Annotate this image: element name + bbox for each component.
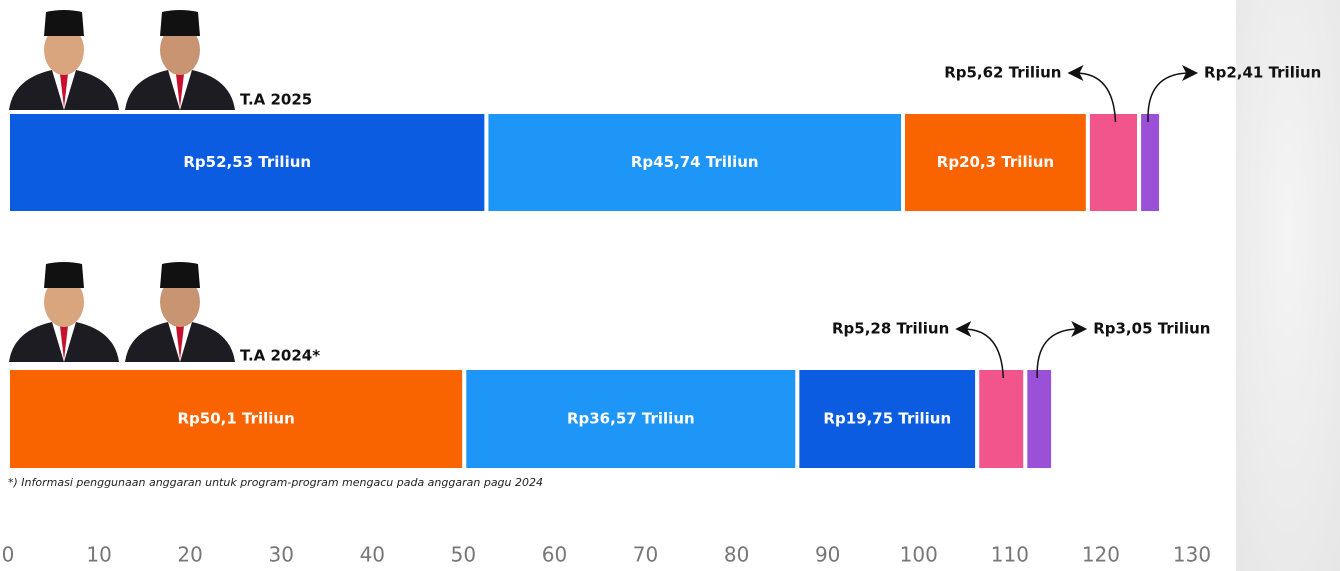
background-texture — [1236, 0, 1340, 571]
arrow-head — [955, 321, 972, 337]
tie — [176, 74, 184, 108]
peci — [44, 262, 84, 288]
tie — [60, 326, 68, 360]
face — [160, 277, 200, 327]
face — [44, 277, 84, 327]
value-label: Rp19,75 Triliun — [823, 410, 951, 428]
portraits — [9, 262, 235, 362]
bar-segment — [1085, 110, 1142, 215]
value-label: Rp5,28 Triliun — [832, 320, 949, 338]
face — [44, 25, 84, 75]
arrow — [1036, 328, 1080, 379]
bar-segment — [1023, 366, 1056, 472]
arrow — [1075, 72, 1117, 123]
arrow-head — [1071, 321, 1088, 337]
tie — [176, 326, 184, 360]
face — [160, 25, 200, 75]
arrow-head — [1182, 65, 1199, 81]
x-tick-label: 130 — [1173, 543, 1211, 567]
x-tick-label: 50 — [451, 543, 476, 567]
peci — [160, 10, 200, 36]
value-label: Rp5,62 Triliun — [944, 64, 1061, 82]
x-tick-label: 70 — [633, 543, 658, 567]
peci — [44, 10, 84, 36]
bar-segment — [462, 366, 800, 472]
value-label: Rp36,57 Triliun — [567, 410, 695, 428]
value-label: Rp45,74 Triliun — [631, 153, 759, 171]
bar-segment — [484, 110, 906, 215]
x-tick-label: 100 — [900, 543, 938, 567]
value-label: Rp3,05 Triliun — [1093, 320, 1210, 338]
value-label: Rp20,3 Triliun — [937, 153, 1054, 171]
x-tick-label: 10 — [86, 543, 111, 567]
arrow — [1147, 72, 1191, 123]
arrow-head — [1067, 65, 1084, 81]
category-label: T.A 2024* — [240, 347, 320, 365]
x-tick-label: 30 — [269, 543, 294, 567]
bar-segment — [1137, 110, 1164, 215]
x-tick-label: 20 — [177, 543, 202, 567]
value-label: Rp2,41 Triliun — [1204, 64, 1321, 82]
x-tick-label: 40 — [360, 543, 385, 567]
arrow — [963, 328, 1005, 379]
x-tick-label: 110 — [991, 543, 1029, 567]
x-tick-label: 60 — [542, 543, 567, 567]
bar-segment — [6, 366, 467, 472]
x-tick-label: 80 — [724, 543, 749, 567]
bar-segment — [975, 366, 1028, 472]
tie — [60, 74, 68, 108]
value-label: Rp52,53 Triliun — [183, 153, 311, 171]
value-label: Rp50,1 Triliun — [177, 410, 294, 428]
x-tick-label: 120 — [1082, 543, 1120, 567]
portraits — [9, 10, 235, 110]
footnote: *) Informasi penggunaan anggaran untuk p… — [8, 476, 543, 489]
bar-segment — [6, 110, 489, 215]
x-tick-label: 0 — [2, 543, 15, 567]
peci — [160, 262, 200, 288]
x-tick-label: 90 — [815, 543, 840, 567]
category-label: T.A 2025 — [240, 91, 312, 109]
